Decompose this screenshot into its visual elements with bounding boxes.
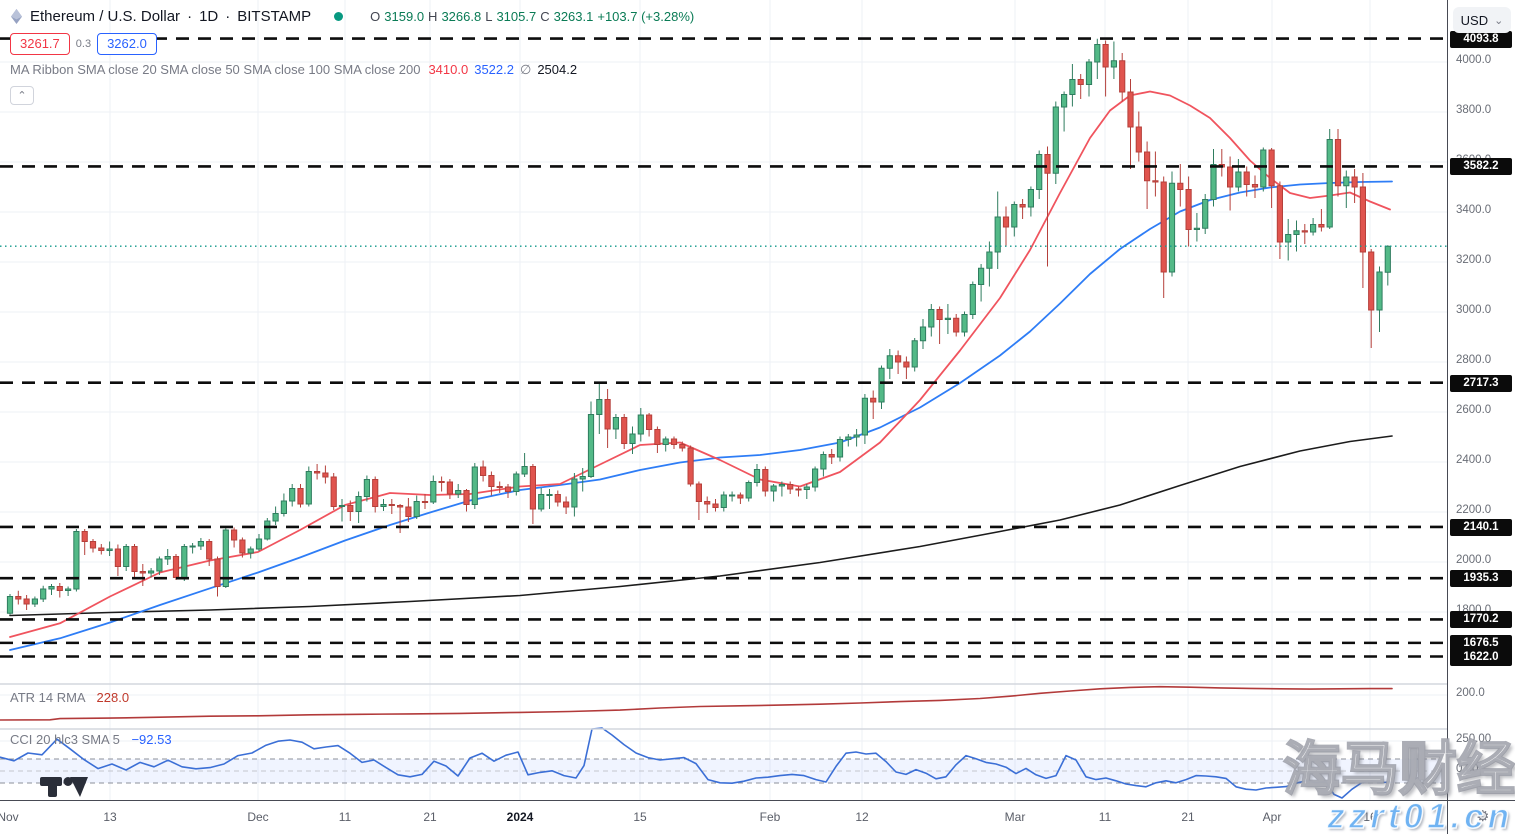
price-level-label: 1935.3 [1450,570,1512,588]
currency-dropdown[interactable]: USD ⌄ [1453,7,1511,33]
ohlc-values: O 3159.0 H 3266.8 L 3105.7 C 3263.1 +103.7 (… [370,9,694,24]
time-axis-label: 21 [423,810,437,824]
price-level-label: 2140.1 [1450,518,1512,536]
time-axis-label: Nov [0,810,19,824]
sma50-line [9,180,1393,651]
close-label: C [540,9,550,24]
exchange[interactable]: BITSTAMP [237,8,312,25]
pane-separators [0,683,1447,730]
time-axis-label: 2024 [506,810,534,824]
price-level-label: 1770.2 [1450,611,1512,629]
price-level-label: 1676.5 [1450,634,1512,652]
ethereum-icon [11,9,22,24]
grid-lines [0,0,1447,800]
price-level-label: 1622.0 [1450,648,1512,666]
sell-button[interactable]: 3261.7 [10,33,70,55]
price-axis-label: 3800.0 [1456,104,1492,116]
gear-icon[interactable]: ⚙ [1476,808,1490,825]
low-value: 3105.7 [496,9,537,24]
close-value: 3263.1 [553,9,594,24]
sma100-null-value: ∅ [519,62,532,77]
separator: · [225,8,231,25]
price-axis-label: 3000.0 [1456,304,1492,316]
time-axis-label: 15 [633,810,647,824]
open-label: O [370,9,381,24]
price-axis-label: 3400.0 [1456,204,1492,216]
chart-legend: Ethereum / U.S. Dollar · 1D · BITSTAMP O… [10,8,694,105]
time-axis-label: 11 [1098,810,1112,824]
time-axis-label: 11 [338,810,352,824]
time-axis-label: Feb [759,810,781,824]
price-axis[interactable]: USD ⌄ 4000.03800.03600.03400.03200.03000… [1447,0,1515,800]
open-value: 3159.0 [384,9,425,24]
cci-label: CCI 20 hlc3 SMA 5 [10,732,120,747]
sma200-value: 2504.2 [537,62,578,77]
sma20-value: 3410.0 [428,62,469,77]
watermark-url: zzrt01.cn [1326,796,1513,834]
price-axis-label: 2400.0 [1456,454,1492,466]
cci-value: −92.53 [131,732,172,747]
time-axis-label: 16 [1363,810,1377,824]
chevron-down-icon: ⌄ [1494,14,1504,27]
ma-ribbon-legend[interactable]: MA Ribbon SMA close 20 SMA close 50 SMA … [10,62,694,78]
cci-band [0,758,1447,784]
ma-ribbon-label: MA Ribbon SMA close 20 SMA close 50 SMA … [10,62,421,77]
time-axis-label: Mar [1004,810,1026,824]
collapse-legend-button[interactable]: ⌃ [10,86,34,105]
time-axis-label: Dec [247,810,269,824]
time-axis-label: Apr [1262,810,1282,824]
cci-legend[interactable]: CCI 20 hlc3 SMA 5 −92.53 [10,732,172,747]
main-chart[interactable] [0,0,1447,800]
time-axis-label: 12 [855,810,869,824]
atr-legend[interactable]: ATR 14 RMA 228.0 [10,690,129,705]
timeframe[interactable]: 1D [199,8,219,25]
price-axis-label: 2600.0 [1456,404,1492,416]
buy-button[interactable]: 3262.0 [97,33,157,55]
cci-line [0,727,1393,799]
time-axis-label: 21 [1181,810,1195,824]
price-axis-label: 2200.0 [1456,504,1492,516]
high-label: H [428,9,438,24]
atr-label: ATR 14 RMA [10,690,85,705]
bid-ask-row: 3261.7 0.3 3262.0 [10,33,694,55]
currency-label: USD [1460,12,1489,28]
separator: · [187,8,193,25]
atr-value: 228.0 [96,690,130,705]
high-value: 3266.8 [441,9,482,24]
price-axis-label: 3200.0 [1456,254,1492,266]
watermark-chinese: 海马财经 [1282,736,1515,803]
tradingview-logo[interactable] [40,775,98,799]
market-status-icon [334,12,344,21]
cci-axis-label: 250.00 [1456,733,1492,745]
candles [6,38,1391,615]
price-level-label: 3582.2 [1450,158,1512,176]
axis-settings-corner[interactable]: ⚙ [1447,800,1515,834]
cci-axis-label: 0.00 [1456,763,1479,775]
price-axis-label: 2800.0 [1456,354,1492,366]
price-axis-label: 4000.0 [1456,54,1492,66]
price-axis-label: 2000.0 [1456,554,1492,566]
change-value: +103.7 (+3.28%) [597,9,695,24]
atr-axis-label: 200.0 [1456,687,1485,699]
sma200-line [9,435,1393,617]
chevron-up-icon: ⌃ [17,90,27,102]
sma50-value: 3522.2 [474,62,514,77]
price-level-lines [0,37,1447,658]
symbol-name[interactable]: Ethereum / U.S. Dollar [30,8,181,25]
price-level-label: 2717.3 [1450,374,1512,392]
time-axis[interactable]: Nov 13 Dec 11 21 2024 15 Feb 12 Mar 11 21 Apr 16 [0,800,1447,834]
time-axis-label: 13 [103,810,117,824]
symbol-title-row[interactable]: Ethereum / U.S. Dollar · 1D · BITSTAMP O… [10,8,694,25]
low-label: L [485,9,493,24]
price-level-label: 4093.8 [1450,30,1512,48]
spread-value: 0.3 [69,36,98,52]
atr-line [0,685,1393,721]
sma20-line [9,90,1391,638]
